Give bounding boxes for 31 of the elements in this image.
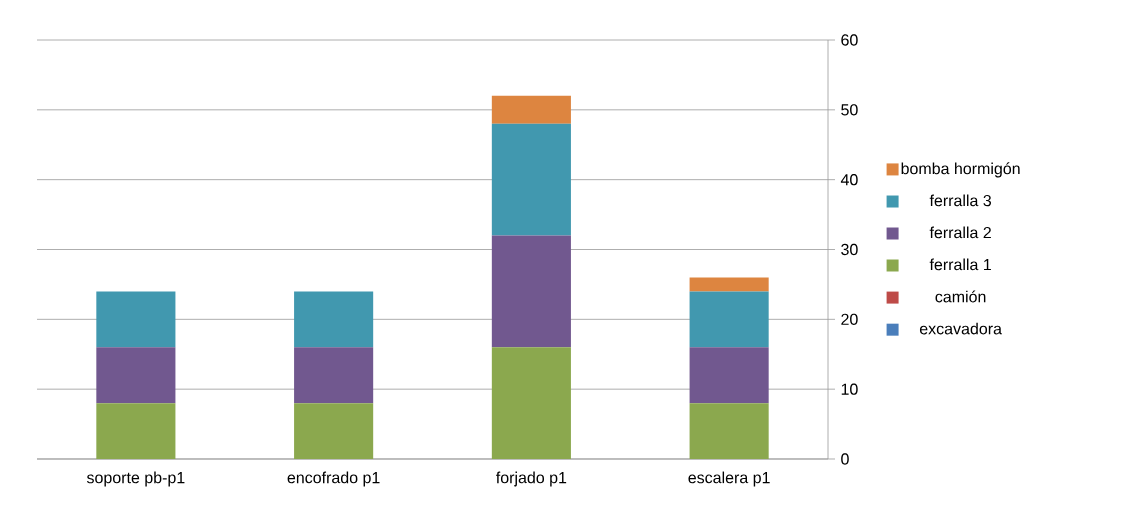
bar: [294, 347, 374, 404]
bar: [96, 291, 176, 348]
bar: [689, 403, 769, 459]
bar: [96, 403, 176, 459]
x-tick-label: soporte pb-p1: [86, 471, 185, 487]
y-tick-label: 40: [840, 174, 858, 186]
bar: [689, 347, 769, 404]
bar: [689, 291, 769, 348]
legend-label: camión: [935, 290, 986, 303]
legend-label: ferralla 1: [929, 258, 991, 271]
legend-label: bomba hormigón: [901, 162, 1020, 178]
y-tick-label: 50: [841, 104, 858, 116]
bar: [294, 403, 374, 459]
bar: [491, 235, 571, 348]
bar: [491, 347, 571, 459]
x-tick-label: forjado p1: [496, 471, 567, 487]
legend-label: ferralla 3: [929, 194, 992, 207]
bar: [294, 291, 374, 348]
legend-label: excavadora: [919, 322, 1002, 335]
y-tick-label: 20: [841, 313, 858, 325]
bar: [96, 347, 176, 404]
y-tick-label: 60: [841, 34, 858, 46]
x-tick-label: encofrado p1: [287, 471, 380, 487]
y-tick-label: 0: [841, 453, 849, 465]
bar: [491, 95, 571, 124]
bar: [689, 277, 769, 292]
y-tick-label: 10: [841, 383, 858, 395]
y-tick-label: 30: [841, 243, 858, 256]
legend-label: ferralla 2: [929, 226, 991, 239]
x-tick-label: escalera p1: [688, 471, 770, 487]
bar: [491, 123, 571, 236]
